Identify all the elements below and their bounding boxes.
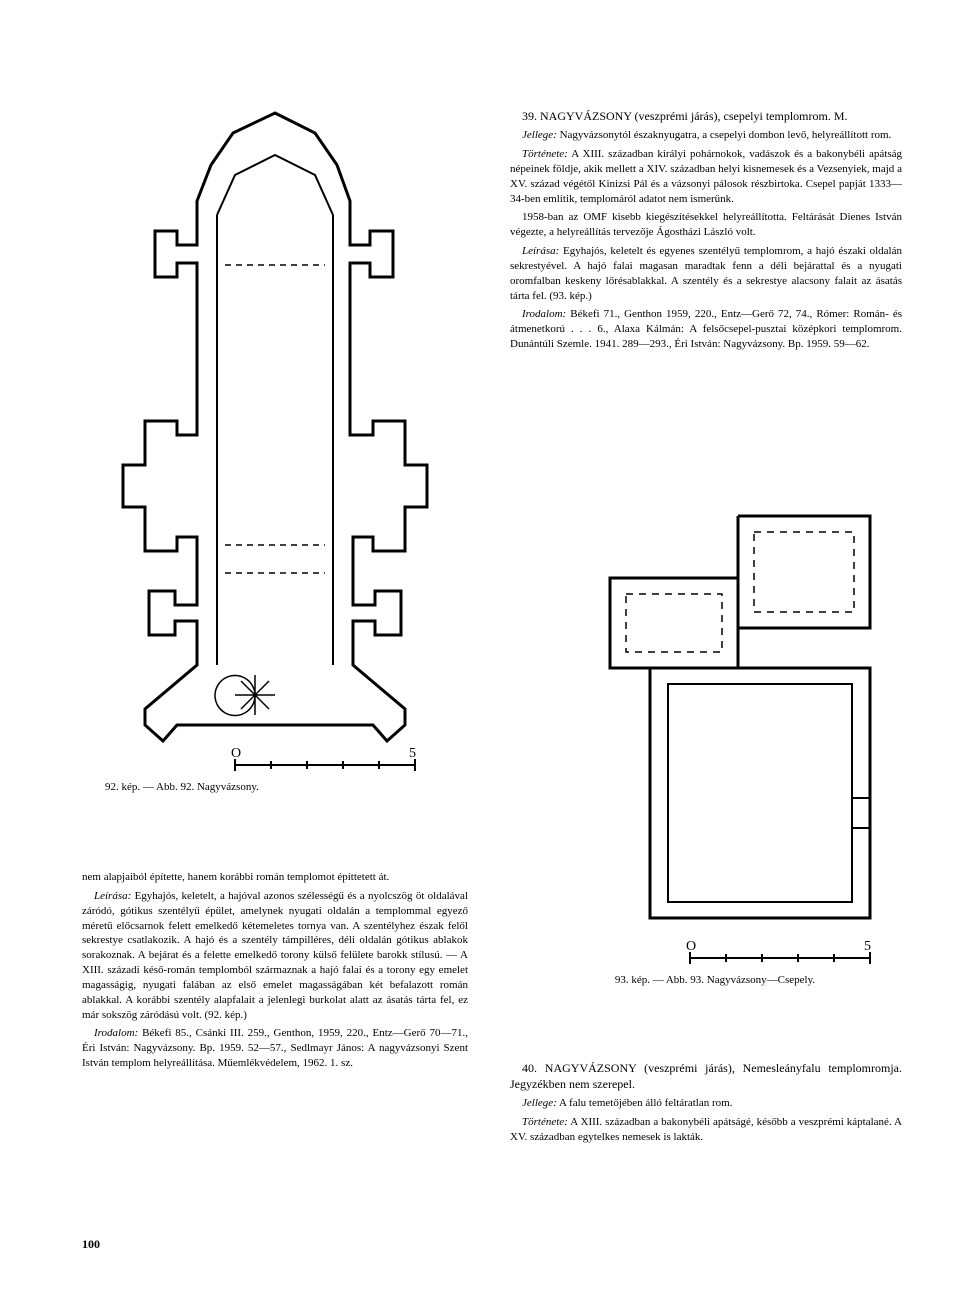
entry38-p2-text: Egyhajós, keletelt, a hajóval azonos szé… xyxy=(82,890,468,1021)
entry38-p2-label: Leírása: xyxy=(94,890,131,902)
entry39-p4: Leírása: Egyhajós, keletelt és egyenes s… xyxy=(510,244,902,303)
entry38-p3: Irodalom: Békefi 85., Csánki III. 259., … xyxy=(82,1026,468,1071)
entry39-title-text: NAGYVÁZSONY (veszprémi járás), csepelyi … xyxy=(540,109,848,123)
entry-38-continuation: nem alapjaiból építette, hanem korábbi r… xyxy=(82,870,468,1075)
entry39-p3: 1958-ban az OMF kisebb kiegészítésekkel … xyxy=(510,210,902,240)
entry38-p3-text: Békefi 85., Csánki III. 259., Genthon, 1… xyxy=(82,1027,468,1069)
entry39-p4-text: Egyhajós, keletelt és egyenes szentélyű … xyxy=(510,245,902,302)
entry39-prefix: 39. xyxy=(522,109,540,123)
entry40-prefix: 40. xyxy=(522,1061,545,1075)
scale-end: 5 xyxy=(409,746,416,761)
page-number: 100 xyxy=(82,1237,100,1252)
entry39-p5: Irodalom: Békefi 71., Genthon 1959, 220.… xyxy=(510,307,902,352)
floorplan-93-svg xyxy=(540,498,890,938)
figure-93-caption: 93. kép. — Abb. 93. Nagyvázsony—Csepely. xyxy=(540,974,890,986)
entry40-p1-text: A falu temetőjében álló feltáratlan rom. xyxy=(557,1097,733,1109)
entry39-p5-text: Békefi 71., Genthon 1959, 220., Entz—Ger… xyxy=(510,308,902,350)
entry40-p1-label: Jellege: xyxy=(522,1097,557,1109)
entry39-p2-label: Története: xyxy=(522,148,568,160)
entry40-p2-text: A XIII. században a bakonybéli apátságé,… xyxy=(510,1116,902,1143)
scale-end-93: 5 xyxy=(864,939,871,954)
figure-92-caption: 92. kép. — Abb. 92. Nagyvázsony. xyxy=(105,781,445,793)
entry39-p5-label: Irodalom: xyxy=(522,308,566,320)
entry39-p1: Jellege: Nagyvázsonytól északnyugatra, a… xyxy=(510,128,902,143)
entry39-p1-text: Nagyvázsonytól északnyugatra, a csepelyi… xyxy=(557,129,892,141)
figure-93: O 5 93. kép. — Abb. 93. Nagyvázsony—Csep… xyxy=(540,498,890,986)
entry40-p1: Jellege: A falu temetőjében álló feltára… xyxy=(510,1096,902,1111)
figure-93-scalebar: O 5 xyxy=(680,938,880,968)
scale-start-93: O xyxy=(686,939,696,954)
entry-39: 39. NAGYVÁZSONY (veszprémi járás), csepe… xyxy=(510,108,902,356)
entry40-title-text: NAGYVÁZSONY (veszprémi járás), Nemesleán… xyxy=(510,1061,902,1091)
entry40-title: 40. NAGYVÁZSONY (veszprémi járás), Nemes… xyxy=(510,1060,902,1092)
figure-92: O 5 92. kép. — Abb. 92. Nagyvázsony. xyxy=(105,105,445,793)
page: O 5 92. kép. — Abb. 92. Nagyvázsony. nem… xyxy=(0,0,960,1294)
entry39-p2-text: A XIII. században királyi pohárnokok, va… xyxy=(510,148,902,205)
entry39-p4-label: Leírása: xyxy=(522,245,559,257)
scale-start: O xyxy=(231,746,241,761)
floorplan-92-svg xyxy=(105,105,445,745)
entry38-p3-label: Irodalom: xyxy=(94,1027,138,1039)
entry38-p2: Leírása: Egyhajós, keletelt, a hajóval a… xyxy=(82,889,468,1023)
entry39-p2: Története: A XIII. században királyi poh… xyxy=(510,147,902,206)
entry39-p1-label: Jellege: xyxy=(522,129,557,141)
entry38-p1: nem alapjaiból építette, hanem korábbi r… xyxy=(82,870,468,885)
entry-40: 40. NAGYVÁZSONY (veszprémi járás), Nemes… xyxy=(510,1060,902,1149)
entry40-p2-label: Története: xyxy=(522,1116,568,1128)
figure-92-scalebar: O 5 xyxy=(225,745,425,775)
entry40-p2: Története: A XIII. században a bakonybél… xyxy=(510,1115,902,1145)
entry39-title: 39. NAGYVÁZSONY (veszprémi járás), csepe… xyxy=(510,108,902,124)
